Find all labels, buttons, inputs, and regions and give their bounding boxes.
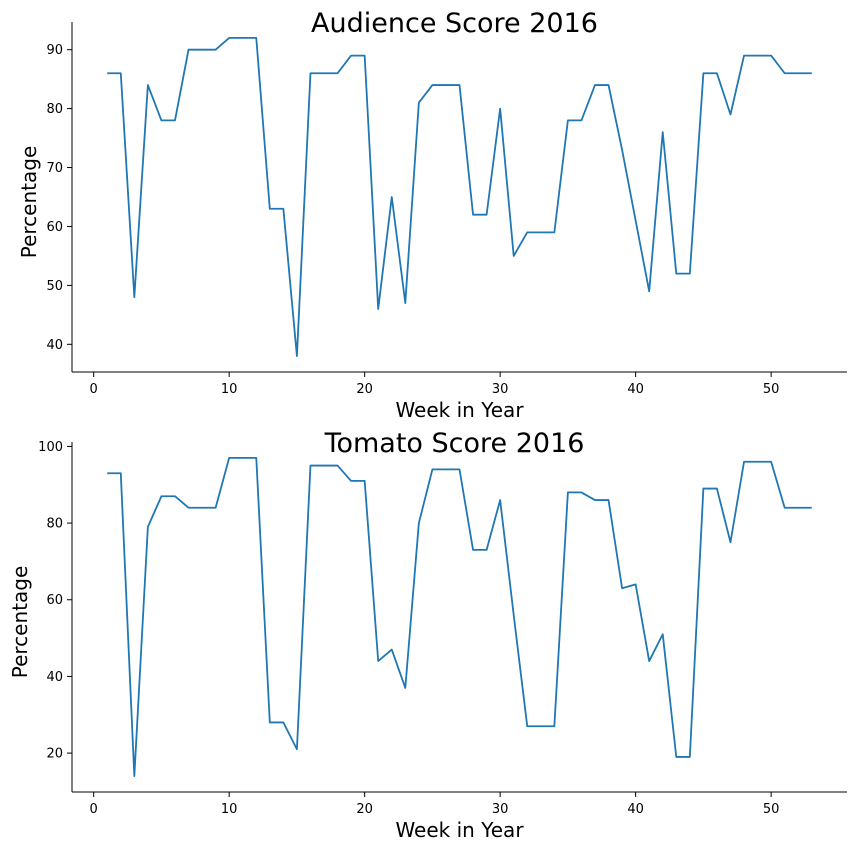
- y-axis-label: Percentage: [8, 566, 32, 679]
- x-axis-label: Week in Year: [395, 818, 524, 842]
- chart-title: Tomato Score 2016: [324, 428, 585, 459]
- x-tick-label: 50: [763, 802, 780, 817]
- x-tick-label: 40: [627, 802, 644, 817]
- x-tick-label: 20: [356, 382, 373, 397]
- x-tick-label: 50: [763, 382, 780, 397]
- x-axis-label: Week in Year: [395, 398, 524, 422]
- series-line: [107, 37, 812, 357]
- y-tick-label: 60: [46, 593, 63, 608]
- y-tick-label: 100: [38, 440, 63, 455]
- y-tick-label: 80: [46, 102, 63, 117]
- y-axis-label: Percentage: [17, 146, 41, 259]
- x-tick-label: 40: [627, 382, 644, 397]
- y-tick-label: 20: [46, 747, 63, 762]
- x-tick-label: 0: [90, 382, 98, 397]
- x-tick-label: 30: [492, 802, 509, 817]
- x-tick-label: 20: [356, 802, 373, 817]
- y-tick-label: 90: [46, 43, 63, 58]
- x-tick-label: 10: [221, 382, 238, 397]
- x-tick-label: 30: [492, 382, 509, 397]
- y-tick-label: 60: [46, 220, 63, 235]
- y-tick-label: 80: [46, 517, 63, 532]
- y-tick-label: 70: [46, 161, 63, 176]
- x-tick-label: 0: [90, 802, 98, 817]
- series-line: [107, 457, 812, 777]
- x-tick-label: 10: [221, 802, 238, 817]
- y-tick-label: 40: [46, 670, 63, 685]
- y-tick-label: 50: [46, 279, 63, 294]
- y-tick-label: 40: [46, 338, 63, 353]
- chart-title: Audience Score 2016: [311, 8, 598, 39]
